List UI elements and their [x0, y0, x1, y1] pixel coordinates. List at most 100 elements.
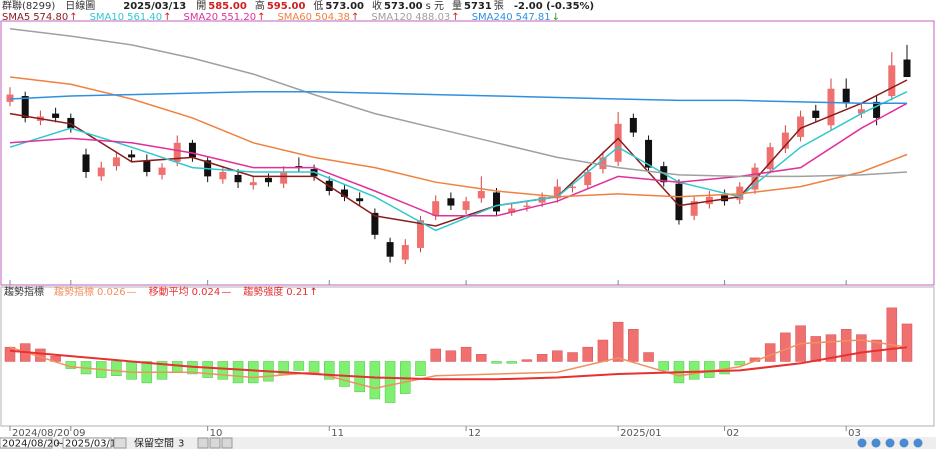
histogram-bar: [460, 346, 472, 362]
header-text: ↑: [310, 287, 318, 298]
indicator-frame: [0, 286, 935, 427]
legend-value: 504.38: [315, 12, 350, 23]
candle-body: [249, 182, 257, 186]
legend-marker: SMA5: [2, 12, 30, 23]
candle-body: [827, 88, 835, 126]
candle-body: [645, 139, 653, 168]
legend-arrow: ↑: [451, 12, 459, 23]
zoom-button[interactable]: [857, 438, 867, 448]
line: [9, 76, 908, 198]
histogram-bar: [430, 348, 441, 362]
zoom-button[interactable]: [899, 438, 909, 448]
legend-value: 488.03: [415, 12, 450, 23]
header-text: 573.00: [325, 1, 364, 12]
histogram-bar: [217, 361, 229, 380]
x-tick-label: 2024/08/20: [12, 428, 70, 439]
input-box: [0, 437, 53, 449]
histogram-bar: [764, 343, 776, 362]
candle-body: [766, 147, 774, 170]
histogram-bar: [628, 329, 639, 362]
histogram-bar: [825, 334, 837, 362]
legend-arrow: ↑: [163, 12, 171, 23]
header-text: -2.00 (-0.35%): [514, 1, 594, 12]
header-text: 0.024: [192, 287, 221, 298]
candle-body: [280, 171, 288, 184]
legend-marker: SMA60: [277, 12, 312, 23]
histogram-bar: [688, 361, 700, 380]
candle-body: [462, 201, 470, 210]
histogram-bar: [4, 346, 16, 362]
header-text: 高: [255, 0, 265, 12]
candle-body: [234, 174, 242, 183]
candle-body: [52, 113, 60, 118]
candle-body: [599, 157, 607, 170]
candle-body: [128, 154, 136, 158]
header-text: 張: [494, 0, 504, 12]
histogram-bar: [658, 361, 669, 371]
histogram-bar: [856, 334, 867, 362]
candle-body: [82, 154, 90, 172]
candle-body: [173, 142, 181, 162]
header-text: 開: [196, 0, 206, 12]
header-text: —: [221, 287, 231, 298]
candle-body: [812, 110, 820, 118]
candle-body: [97, 167, 105, 177]
histogram-bar: [339, 361, 350, 387]
histogram-bar: [171, 361, 183, 373]
header-text: 收: [372, 0, 382, 12]
candle-body: [188, 142, 196, 158]
header-text: 0.026: [97, 287, 126, 298]
x-tick-label: 2025/01: [620, 428, 662, 439]
zoom-button[interactable]: [871, 438, 881, 448]
zoom-button[interactable]: [885, 438, 895, 448]
candle-body: [903, 59, 911, 78]
histogram-bar: [506, 361, 517, 364]
candle-body: [553, 186, 561, 199]
input-text: 2025/03/13: [65, 439, 123, 449]
histogram-bar: [126, 361, 137, 380]
header-text: 趨勢強度: [243, 285, 283, 298]
candle-body: [371, 212, 379, 235]
header-text: 低: [313, 0, 323, 12]
histogram-bar: [278, 361, 289, 375]
histogram-bar: [643, 352, 654, 362]
candle-body: [781, 132, 789, 149]
header-text: 0.21: [286, 287, 308, 298]
legend-marker: SMA10: [90, 12, 125, 23]
candle-body: [219, 171, 227, 180]
candle-body: [675, 183, 683, 221]
histogram-bar: [202, 361, 213, 378]
x-tick-label: 12: [468, 428, 481, 439]
legend-arrow: ↓: [552, 12, 560, 23]
legend-arrow: ↑: [351, 12, 359, 23]
candle-body: [158, 167, 166, 175]
histogram-bar: [612, 321, 624, 362]
header-text: 趨勢指標: [54, 285, 94, 298]
x-tick-label: 03: [848, 428, 861, 439]
candle-body: [569, 186, 577, 189]
header-text: 573.00: [384, 1, 423, 12]
legend-marker: SMA120: [371, 12, 412, 23]
toolbar-text: 3: [178, 439, 184, 449]
button[interactable]: [221, 437, 233, 449]
candle-body: [523, 205, 531, 208]
histogram-bar: [567, 352, 578, 362]
zoom-button[interactable]: [913, 438, 923, 448]
histogram-bar: [324, 361, 335, 380]
button[interactable]: [209, 437, 221, 449]
button[interactable]: [197, 437, 209, 449]
candle-body: [493, 192, 501, 212]
candle-body: [614, 123, 622, 162]
toolbar-text: ~: [56, 439, 64, 449]
candle-body: [356, 198, 364, 202]
x-tick-label: 10: [210, 428, 223, 439]
candle-body: [416, 220, 424, 248]
input-box: [62, 437, 112, 449]
button[interactable]: [113, 437, 127, 449]
header-text: 5731: [464, 1, 492, 12]
histogram-bar: [582, 346, 593, 362]
legend-marker: SMA20: [184, 12, 219, 23]
histogram-bar: [156, 361, 168, 380]
